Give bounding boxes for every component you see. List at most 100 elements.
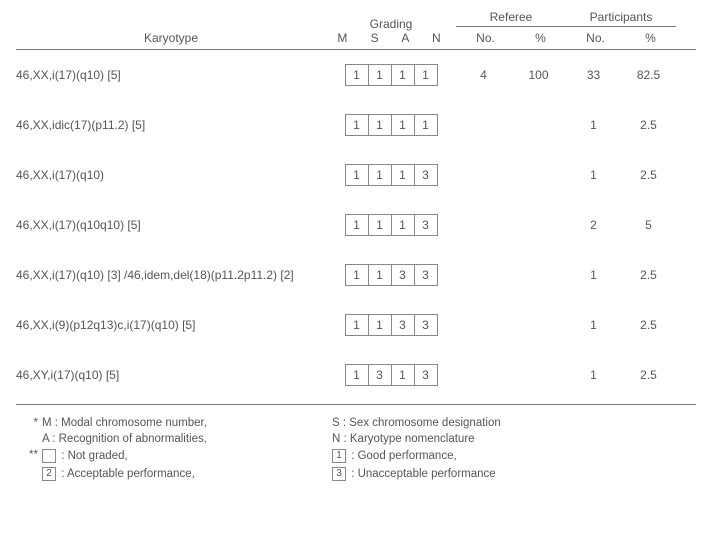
table-row: 46,XY,i(17)(q10) [5]131312.5: [16, 350, 696, 400]
karyotype-cell: 46,XX,i(9)(p12q13)c,i(17)(q10) [5]: [16, 318, 326, 332]
grade-n: 3: [414, 214, 438, 236]
part-pct: 2.5: [621, 318, 676, 332]
participant-cells: 12.5: [566, 268, 676, 282]
legend-m: M : Modal chromosome number,: [42, 417, 332, 429]
grade-a: 3: [391, 314, 415, 336]
part-no: 1: [566, 118, 621, 132]
table-row: 46,XX,i(17)(q10q10) [5]111325: [16, 200, 696, 250]
legend-good: 1 : Good performance,: [332, 449, 622, 463]
grade-n: 1: [414, 114, 438, 136]
grade-n: 3: [414, 164, 438, 186]
ref-pct: 100: [511, 68, 566, 82]
part-no: 33: [566, 68, 621, 82]
header-part-no: No.: [586, 31, 605, 45]
grade-s: 1: [368, 164, 392, 186]
header-grading-letters: M S A N: [326, 31, 456, 45]
part-pct: 2.5: [621, 368, 676, 382]
grading-cells: 1113: [326, 214, 456, 236]
participant-cells: 12.5: [566, 168, 676, 182]
table-header: Karyotype Grading M S A N Referee No. % …: [16, 10, 696, 45]
participant-cells: 12.5: [566, 368, 676, 382]
legend-a: A : Recognition of abnormalities,: [42, 433, 332, 445]
table-row: 46,XX,i(17)(q10) [5]111141003382.5: [16, 50, 696, 100]
grade-m: 1: [345, 64, 369, 86]
karyotype-cell: 46,XX,idic(17)(p11.2) [5]: [16, 118, 326, 132]
grade-s: 3: [368, 364, 392, 386]
grade-n: 1: [414, 64, 438, 86]
part-pct: 82.5: [621, 68, 676, 82]
karyotype-cell: 46,XX,i(17)(q10): [16, 168, 326, 182]
header-referee: Referee: [490, 10, 533, 26]
key-2-icon: 2: [42, 467, 56, 481]
legend-unacceptable: 3 : Unacceptable performance: [332, 467, 622, 481]
part-pct: 2.5: [621, 118, 676, 132]
legend-n: N : Karyotype nomenclature: [332, 433, 622, 445]
part-pct: 5: [621, 218, 676, 232]
grade-m: 1: [345, 164, 369, 186]
grade-a: 3: [391, 264, 415, 286]
grade-m: 1: [345, 314, 369, 336]
grade-n: 3: [414, 264, 438, 286]
karyotype-cell: 46,XX,i(17)(q10) [3] /46,idem,del(18)(p1…: [16, 268, 326, 282]
grade-a: 1: [391, 114, 415, 136]
key-blank-icon: [42, 449, 56, 463]
grade-s: 1: [368, 314, 392, 336]
header-participants: Participants: [590, 10, 653, 26]
grading-cells: 1133: [326, 314, 456, 336]
referee-cells: 4100: [456, 68, 566, 82]
legend-notgraded: : Not graded,: [42, 449, 332, 463]
grade-s: 1: [368, 264, 392, 286]
table-row: 46,XX,i(17)(q10) [3] /46,idem,del(18)(p1…: [16, 250, 696, 300]
footnote-star: *: [16, 417, 42, 429]
karyotype-cell: 46,XX,i(17)(q10) [5]: [16, 68, 326, 82]
karyotype-cell: 46,XY,i(17)(q10) [5]: [16, 368, 326, 382]
participant-cells: 25: [566, 218, 676, 232]
footnote-star2: **: [16, 449, 42, 463]
table-body: 46,XX,i(17)(q10) [5]111141003382.546,XX,…: [16, 50, 696, 400]
part-no: 2: [566, 218, 621, 232]
table-row: 46,XX,idic(17)(p11.2) [5]111112.5: [16, 100, 696, 150]
participant-cells: 12.5: [566, 318, 676, 332]
key-3-icon: 3: [332, 467, 346, 481]
footer-legend: * M : Modal chromosome number, S : Sex c…: [16, 409, 696, 483]
grade-s: 1: [368, 114, 392, 136]
grade-n: 3: [414, 314, 438, 336]
part-no: 1: [566, 368, 621, 382]
grade-s: 1: [368, 214, 392, 236]
grading-cells: 1313: [326, 364, 456, 386]
grade-s: 1: [368, 64, 392, 86]
header-part-pct: %: [645, 31, 656, 45]
grading-cells: 1133: [326, 264, 456, 286]
karyotype-cell: 46,XX,i(17)(q10q10) [5]: [16, 218, 326, 232]
part-pct: 2.5: [621, 168, 676, 182]
grade-a: 1: [391, 64, 415, 86]
grade-a: 1: [391, 164, 415, 186]
grade-m: 1: [345, 214, 369, 236]
grade-m: 1: [345, 264, 369, 286]
grading-cells: 1111: [326, 64, 456, 86]
grade-a: 1: [391, 214, 415, 236]
part-no: 1: [566, 168, 621, 182]
part-no: 1: [566, 318, 621, 332]
participant-cells: 12.5: [566, 118, 676, 132]
grade-m: 1: [345, 114, 369, 136]
header-karyotype: Karyotype: [144, 31, 198, 45]
header-ref-no: No.: [476, 31, 495, 45]
table-row: 46,XX,i(17)(q10)111312.5: [16, 150, 696, 200]
key-1-icon: 1: [332, 449, 346, 463]
legend-acceptable: 2 : Acceptable performance,: [42, 467, 332, 481]
table-row: 46,XX,i(9)(p12q13)c,i(17)(q10) [5]113312…: [16, 300, 696, 350]
footer-rule: [16, 404, 696, 405]
grade-n: 3: [414, 364, 438, 386]
grade-a: 1: [391, 364, 415, 386]
header-ref-pct: %: [535, 31, 546, 45]
legend-s: S : Sex chromosome designation: [332, 417, 622, 429]
part-pct: 2.5: [621, 268, 676, 282]
header-grading: Grading: [326, 17, 456, 31]
part-no: 1: [566, 268, 621, 282]
participant-cells: 3382.5: [566, 68, 676, 82]
grading-cells: 1111: [326, 114, 456, 136]
grade-m: 1: [345, 364, 369, 386]
ref-no: 4: [456, 68, 511, 82]
grading-cells: 1113: [326, 164, 456, 186]
